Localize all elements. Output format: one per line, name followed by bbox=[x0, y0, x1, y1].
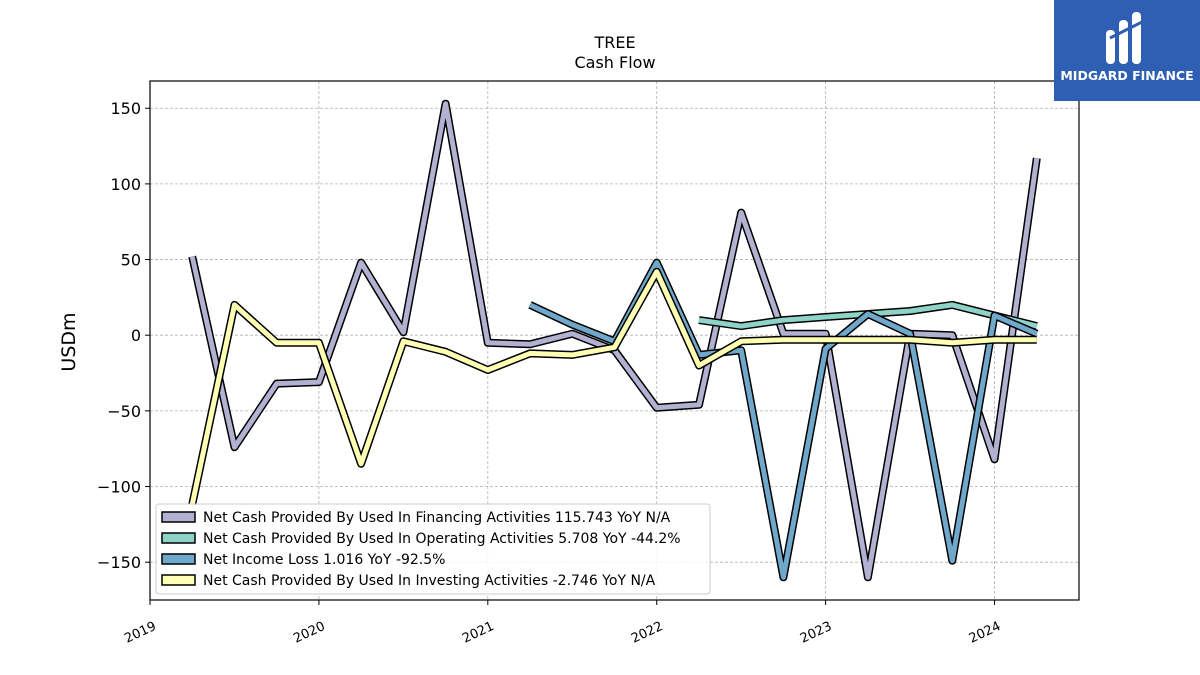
series-line-4 bbox=[189, 269, 1037, 506]
legend-label: Net Cash Provided By Used In Investing A… bbox=[203, 573, 656, 589]
legend-box bbox=[155, 503, 711, 595]
legend-swatch bbox=[161, 553, 196, 565]
y-tick-label: −150 bbox=[97, 553, 141, 572]
logo-text: MIDGARD FINANCE bbox=[1060, 68, 1194, 83]
legend-label: Net Cash Provided By Used In Operating A… bbox=[203, 531, 681, 547]
series-layer bbox=[188, 99, 1041, 582]
legend-label: Net Income Loss 1.016 YoY -92.5% bbox=[203, 552, 445, 568]
logo-mark-icon bbox=[1106, 12, 1143, 64]
y-tick-label: 0 bbox=[131, 326, 141, 345]
x-tick-label: 2024 bbox=[967, 619, 1003, 647]
legend-label: Net Cash Provided By Used In Financing A… bbox=[203, 510, 671, 526]
y-axis-label: USDm bbox=[58, 312, 80, 371]
x-tick-label: 2021 bbox=[460, 619, 496, 647]
x-tick-label: 2020 bbox=[291, 619, 327, 647]
x-tick-label: 2022 bbox=[629, 619, 665, 647]
x-tick-label: 2019 bbox=[122, 619, 158, 647]
legend-swatch bbox=[161, 511, 196, 523]
y-tick-label: 150 bbox=[110, 99, 141, 118]
y-tick-label: 50 bbox=[121, 251, 141, 270]
plot-frame bbox=[149, 80, 1080, 601]
chart-title: TREE bbox=[593, 33, 635, 52]
y-tick-label: −100 bbox=[97, 478, 141, 497]
legend: Net Cash Provided By Used In Financing A… bbox=[155, 503, 711, 595]
y-tick-label: −50 bbox=[107, 402, 141, 421]
chart-subtitle: Cash Flow bbox=[574, 53, 655, 72]
y-tick-label: 100 bbox=[110, 175, 141, 194]
x-tick-label: 2023 bbox=[798, 619, 834, 647]
midgard-finance-logo: MIDGARD FINANCE bbox=[1054, 0, 1200, 101]
legend-swatch bbox=[161, 574, 196, 586]
legend-swatch bbox=[161, 532, 196, 544]
